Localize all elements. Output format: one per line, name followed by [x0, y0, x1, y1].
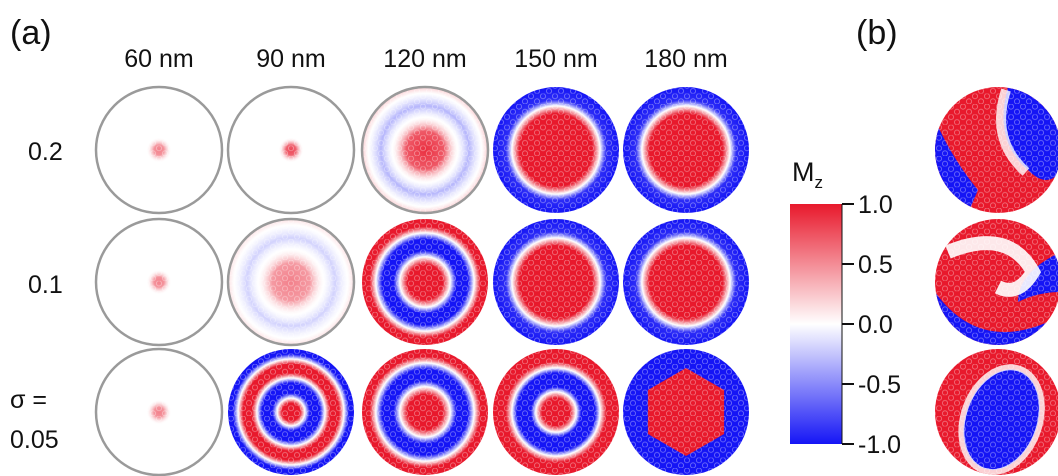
disk-cell — [362, 349, 488, 475]
disk-cell — [228, 349, 354, 475]
hex-lattice — [623, 87, 749, 213]
disk-cell — [226, 85, 356, 215]
hex-lattice — [96, 349, 222, 475]
disk-cell — [493, 349, 619, 475]
disk-cell — [360, 85, 490, 215]
colorbar-tick-label: -1.0 — [858, 431, 901, 459]
colorbar-tick-label: 0.5 — [858, 251, 893, 279]
sigma-value: 0.05 — [10, 426, 59, 454]
disk-cell — [362, 219, 488, 345]
colorbar: Mz 1.0 0.5 0.0 -0.5 -1.0 — [790, 157, 901, 459]
disk-outline — [94, 347, 224, 476]
colorbar-tick-label: -0.5 — [858, 371, 901, 399]
column-header: 150 nm — [514, 45, 597, 73]
column-header: 90 nm — [256, 45, 325, 73]
disk-cell — [623, 87, 749, 213]
column-header: 60 nm — [124, 45, 193, 73]
row-label: 0.1 — [28, 271, 63, 299]
hex-lattice — [228, 349, 354, 475]
hex-lattice — [362, 219, 488, 345]
hex-lattice — [935, 349, 1058, 475]
disk-outline — [226, 217, 356, 347]
disk-cell — [226, 217, 356, 347]
disk-cell — [94, 85, 224, 215]
disk-outline — [360, 85, 490, 215]
hex-lattice — [228, 219, 354, 345]
row-labels: 0.2 0.1 σ = 0.05 — [10, 138, 63, 454]
simulation-grid — [94, 85, 749, 476]
disk-outline — [226, 85, 356, 215]
row-label: 0.2 — [28, 138, 63, 166]
hex-lattice — [935, 87, 1058, 213]
panel-b-disks — [935, 87, 1058, 475]
hex-lattice — [623, 349, 749, 475]
colorbar-tick-label: 0.0 — [858, 311, 893, 339]
hex-lattice — [362, 87, 488, 213]
colorbar-title-main: M — [792, 157, 815, 187]
column-header: 120 nm — [383, 45, 466, 73]
panel-a-label: (a) — [10, 14, 52, 52]
panel-b-disk — [935, 349, 1058, 475]
hex-lattice — [96, 87, 222, 213]
colorbar-title: Mz — [792, 157, 823, 192]
hex-lattice — [96, 219, 222, 345]
disk-cell — [493, 219, 619, 345]
sigma-label: σ = — [10, 386, 47, 414]
colorbar-gradient — [790, 204, 842, 444]
disk-cell — [94, 347, 224, 476]
hex-lattice — [935, 219, 1058, 345]
panel-b-disk — [935, 219, 1058, 345]
panel-b-disk — [935, 87, 1058, 213]
disk-outline — [94, 217, 224, 347]
disk-cell — [623, 219, 749, 345]
panel-b-label: (b) — [856, 14, 898, 52]
disk-cell — [94, 217, 224, 347]
disk-cell — [623, 349, 749, 475]
hex-lattice — [362, 349, 488, 475]
disk-outline — [94, 85, 224, 215]
column-headers: 60 nm 90 nm 120 nm 150 nm 180 nm — [124, 45, 727, 73]
hex-lattice — [228, 87, 354, 213]
hex-lattice — [493, 219, 619, 345]
hex-lattice — [623, 219, 749, 345]
column-header: 180 nm — [644, 45, 727, 73]
hex-lattice — [493, 87, 619, 213]
hex-lattice — [493, 349, 619, 475]
colorbar-title-sub: z — [815, 173, 824, 192]
colorbar-ticks: 1.0 0.5 0.0 -0.5 -1.0 — [841, 191, 901, 459]
colorbar-tick-label: 1.0 — [858, 191, 893, 219]
disk-cell — [493, 87, 619, 213]
